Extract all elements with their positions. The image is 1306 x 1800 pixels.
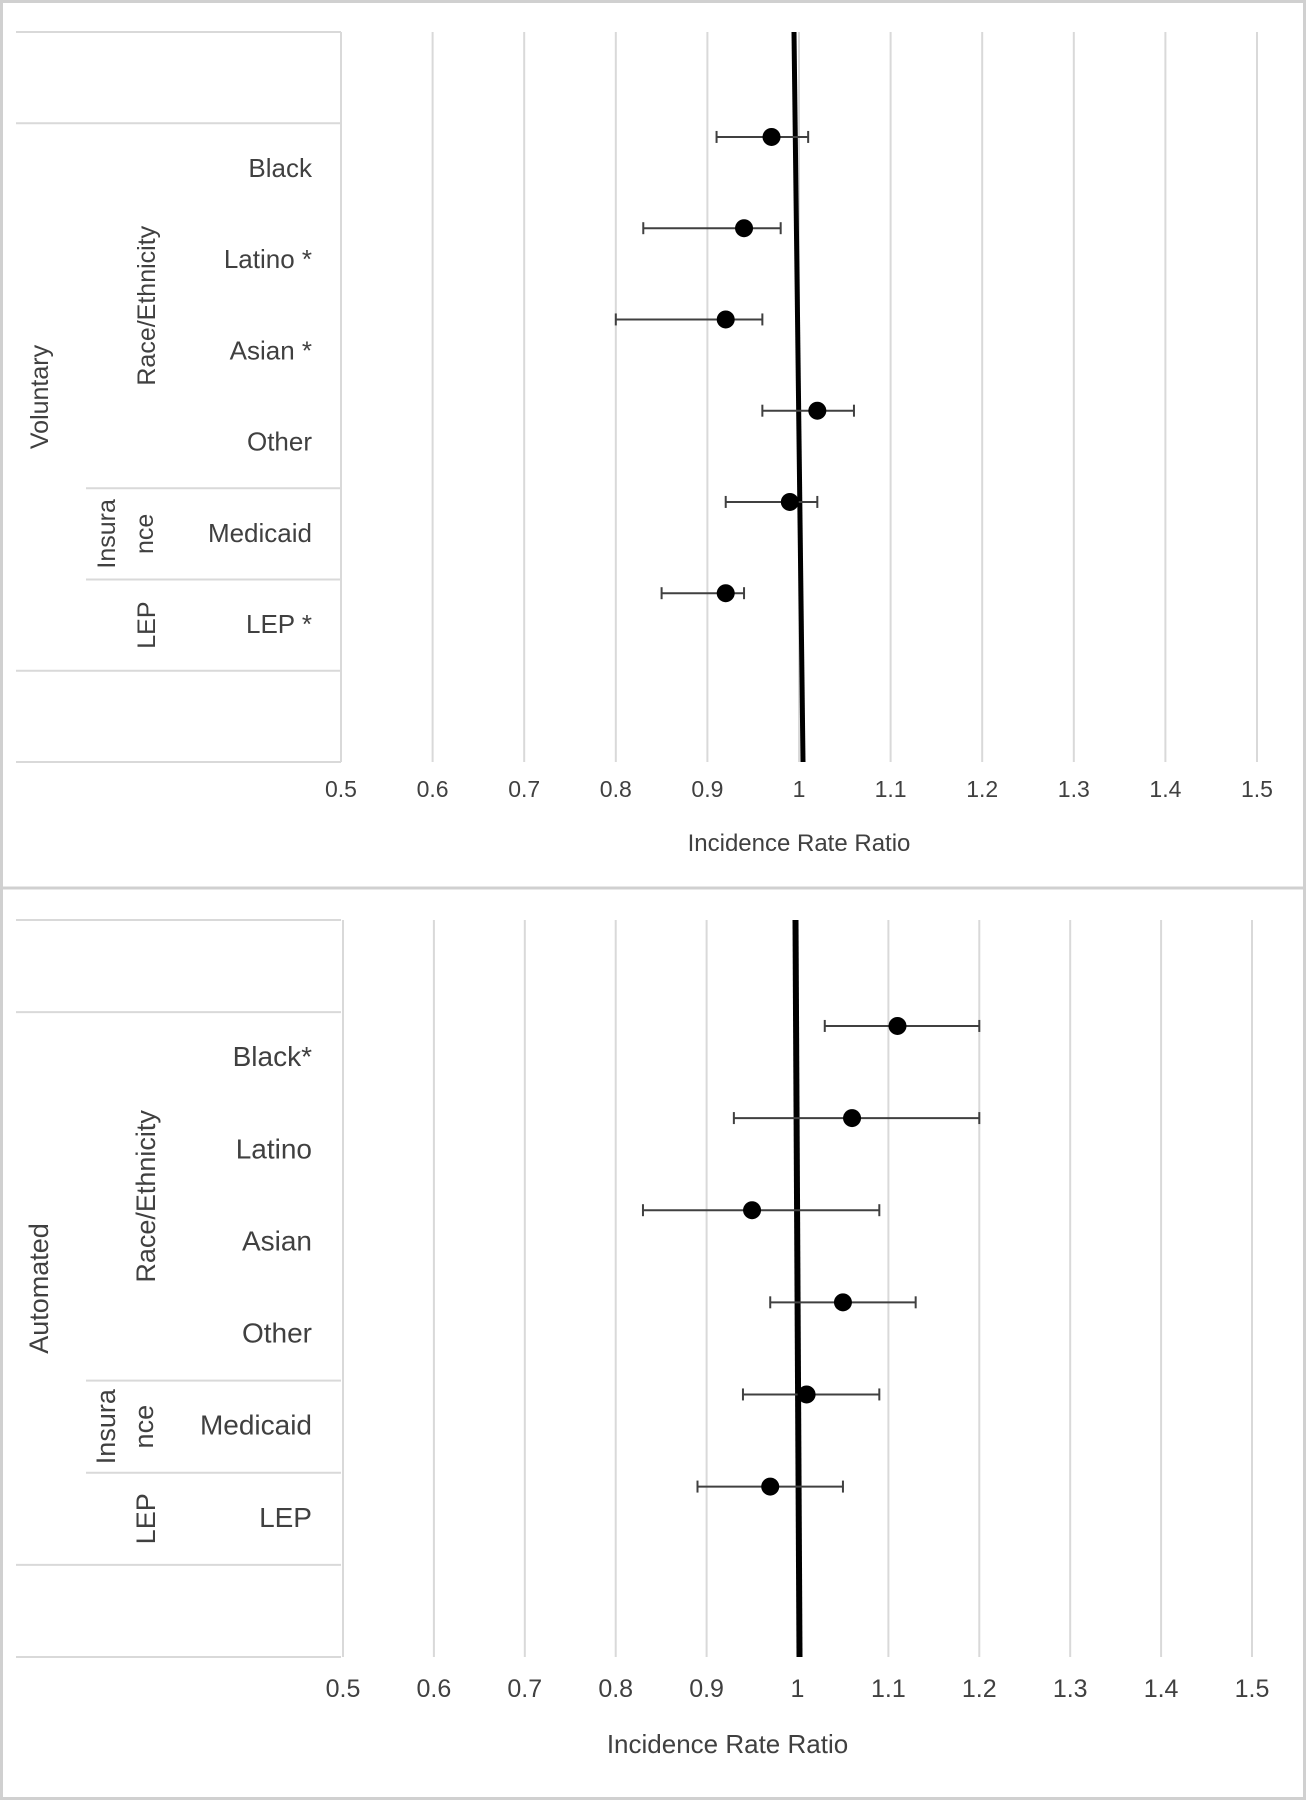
x-tick-label: 0.7 [507, 1675, 542, 1703]
x-tick-label: 0.5 [325, 776, 357, 802]
category-label: Black [248, 153, 313, 183]
data-point [888, 1016, 907, 1035]
group-label: LEP [133, 601, 161, 648]
x-tick-label: 1.3 [1058, 776, 1090, 802]
x-tick-label: 0.6 [417, 776, 449, 802]
group-label: Race/Ethnicity [133, 225, 161, 385]
category-label: Asian * [230, 335, 312, 365]
group-label-line2: nce [131, 514, 159, 554]
x-tick-label: 0.9 [689, 1675, 724, 1703]
chart-panel-1: 0.5 0.6 0.7 0.8 0.9 1 1.1 1.2 1.3 1.4 1.5 Voluntary… [16, 31, 1273, 857]
x-axis-label: Incidence Rate Ratio [607, 1729, 848, 1759]
data-point [808, 401, 827, 420]
x-tick-label: 1.1 [871, 1675, 906, 1703]
data-point [780, 492, 799, 511]
x-tick-label: 1.4 [1149, 776, 1181, 802]
x-tick-label: 1.4 [1144, 1675, 1179, 1703]
data-point [735, 219, 754, 238]
x-tick-label: 1.2 [962, 1675, 997, 1703]
data-point [716, 310, 735, 329]
x-tick-label: 0.8 [598, 1675, 633, 1703]
category-label: LEP * [246, 609, 312, 639]
x-tick-label: 1 [791, 1675, 805, 1703]
category-label: Medicaid [200, 1410, 312, 1441]
x-tick-label: 1.3 [1053, 1675, 1088, 1703]
x-axis-label: Incidence Rate Ratio [688, 830, 911, 857]
x-tick-label: 1.5 [1235, 1675, 1270, 1703]
data-point [762, 127, 781, 146]
chart-panel-2: 0.5 0.6 0.7 0.8 0.9 1 1.1 1.2 1.3 1.4 1.5 Automated… [16, 919, 1270, 1759]
x-tick-label: 1 [793, 776, 806, 802]
x-tick-label: 1.1 [875, 776, 907, 802]
x-tick-label: 0.7 [508, 776, 540, 802]
category-label: Asian [242, 1225, 312, 1256]
reference-line [792, 919, 803, 1658]
category-label: Medicaid [208, 518, 312, 548]
category-label: Black* [233, 1041, 312, 1072]
data-point [833, 1293, 852, 1312]
category-label: Latino * [224, 244, 312, 274]
data-point [716, 584, 735, 603]
data-point [797, 1385, 816, 1404]
group-label: Race/Ethnicity [131, 1110, 161, 1283]
x-tick-label: 0.5 [326, 1675, 361, 1703]
data-point [843, 1109, 862, 1128]
outer-group-label: Automated [24, 1223, 54, 1354]
outer-group-label: Voluntary [26, 344, 54, 449]
group-label-line1: Insura [93, 499, 121, 569]
x-tick-label: 0.9 [691, 776, 723, 802]
reference-line [791, 31, 806, 763]
data-point [761, 1477, 780, 1496]
x-tick-label: 1.2 [966, 776, 998, 802]
group-label-line2: nce [129, 1405, 159, 1449]
x-tick-label: 0.6 [417, 1675, 452, 1703]
category-label: Latino [236, 1133, 312, 1164]
x-tick-label: 1.5 [1241, 776, 1273, 802]
category-label: Other [242, 1318, 312, 1349]
group-label: LEP [131, 1493, 161, 1544]
data-point [743, 1201, 762, 1220]
category-label: Other [247, 427, 312, 457]
group-label-line1: Insura [91, 1388, 121, 1464]
category-label: LEP [259, 1502, 312, 1533]
x-tick-label: 0.8 [600, 776, 632, 802]
